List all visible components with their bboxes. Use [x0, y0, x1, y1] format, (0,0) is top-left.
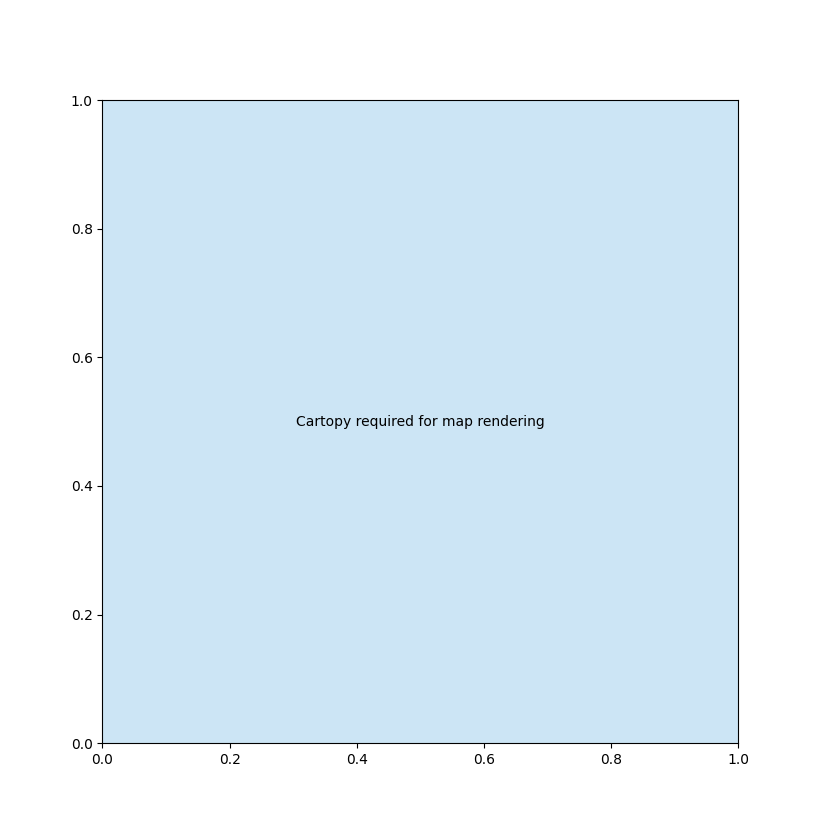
Text: Cartopy required for map rendering: Cartopy required for map rendering — [296, 415, 544, 428]
